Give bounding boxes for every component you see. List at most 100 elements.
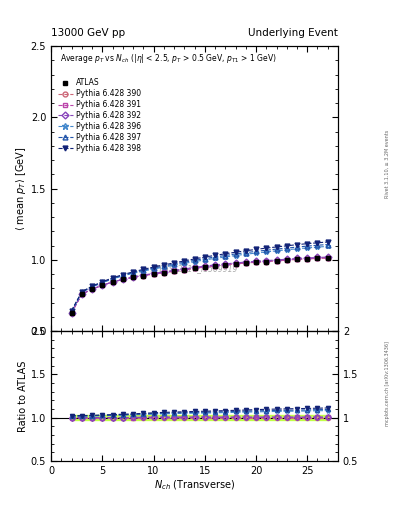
Line: Pythia 6.428 390: Pythia 6.428 390 xyxy=(69,255,330,315)
Pythia 6.428 397 xyxy=(69,308,74,314)
Pythia 6.428 392 xyxy=(295,255,299,262)
Pythia 6.428 390 xyxy=(151,271,156,278)
Pythia 6.428 392 xyxy=(131,274,136,280)
Pythia 6.428 396 xyxy=(285,247,289,253)
Line: Pythia 6.428 392: Pythia 6.428 392 xyxy=(69,254,330,315)
Pythia 6.428 398 xyxy=(141,266,146,272)
Line: Pythia 6.428 397: Pythia 6.428 397 xyxy=(69,242,330,313)
Pythia 6.428 390 xyxy=(202,264,207,270)
Pythia 6.428 397 xyxy=(264,247,269,253)
Pythia 6.428 392 xyxy=(182,266,187,272)
Pythia 6.428 392 xyxy=(151,270,156,276)
Pythia 6.428 391 xyxy=(202,264,207,270)
Pythia 6.428 392 xyxy=(264,258,269,264)
Pythia 6.428 397 xyxy=(213,254,217,260)
Y-axis label: $\langle$ mean $p_T\rangle$ [GeV]: $\langle$ mean $p_T\rangle$ [GeV] xyxy=(14,146,28,231)
Pythia 6.428 397 xyxy=(325,242,330,248)
Pythia 6.428 397 xyxy=(223,252,228,259)
Pythia 6.428 398 xyxy=(325,239,330,245)
Pythia 6.428 391 xyxy=(141,272,146,279)
Pythia 6.428 397 xyxy=(90,284,94,290)
Pythia 6.428 396 xyxy=(253,250,258,256)
Pythia 6.428 396 xyxy=(110,276,115,282)
Line: Pythia 6.428 396: Pythia 6.428 396 xyxy=(69,244,330,314)
Pythia 6.428 390 xyxy=(110,279,115,285)
Pythia 6.428 391 xyxy=(131,274,136,281)
Pythia 6.428 391 xyxy=(233,261,238,267)
Pythia 6.428 391 xyxy=(110,279,115,285)
Pythia 6.428 391 xyxy=(243,260,248,266)
Text: Average $p_T$ vs $N_{ch}$ ($|\eta|$ < 2.5, $p_T$ > 0.5 GeV, $p_{T1}$ > 1 GeV): Average $p_T$ vs $N_{ch}$ ($|\eta|$ < 2.… xyxy=(60,52,277,65)
Pythia 6.428 397 xyxy=(182,259,187,265)
Pythia 6.428 390 xyxy=(233,261,238,267)
Pythia 6.428 397 xyxy=(305,243,310,249)
Pythia 6.428 396 xyxy=(295,246,299,252)
Pythia 6.428 398 xyxy=(192,256,197,262)
Pythia 6.428 392 xyxy=(202,263,207,269)
Pythia 6.428 392 xyxy=(192,264,197,270)
Text: Underlying Event: Underlying Event xyxy=(248,28,338,38)
Pythia 6.428 392 xyxy=(253,258,258,264)
Pythia 6.428 390 xyxy=(325,255,330,261)
Pythia 6.428 391 xyxy=(192,265,197,271)
Pythia 6.428 398 xyxy=(162,262,166,268)
Pythia 6.428 391 xyxy=(274,258,279,264)
Pythia 6.428 390 xyxy=(90,286,94,292)
Pythia 6.428 398 xyxy=(253,246,258,252)
Pythia 6.428 396 xyxy=(233,252,238,259)
Pythia 6.428 397 xyxy=(253,248,258,254)
Pythia 6.428 390 xyxy=(295,257,299,263)
Pythia 6.428 390 xyxy=(162,270,166,276)
Pythia 6.428 396 xyxy=(243,251,248,258)
Pythia 6.428 391 xyxy=(305,255,310,262)
Pythia 6.428 392 xyxy=(213,262,217,268)
Pythia 6.428 398 xyxy=(213,252,217,259)
Line: Pythia 6.428 391: Pythia 6.428 391 xyxy=(69,255,330,315)
Pythia 6.428 391 xyxy=(325,254,330,261)
Pythia 6.428 396 xyxy=(162,264,166,270)
Pythia 6.428 396 xyxy=(69,308,74,314)
Pythia 6.428 390 xyxy=(253,259,258,265)
Pythia 6.428 397 xyxy=(202,255,207,262)
Pythia 6.428 392 xyxy=(110,279,115,285)
Pythia 6.428 392 xyxy=(90,286,94,292)
Pythia 6.428 391 xyxy=(90,286,94,292)
Pythia 6.428 396 xyxy=(131,270,136,276)
Pythia 6.428 397 xyxy=(172,261,176,267)
Pythia 6.428 397 xyxy=(192,257,197,263)
Pythia 6.428 397 xyxy=(233,251,238,257)
Pythia 6.428 391 xyxy=(285,257,289,263)
Pythia 6.428 396 xyxy=(223,254,228,260)
Pythia 6.428 396 xyxy=(315,244,320,250)
Pythia 6.428 391 xyxy=(79,291,84,297)
Pythia 6.428 396 xyxy=(141,268,146,274)
Pythia 6.428 398 xyxy=(100,279,105,285)
Pythia 6.428 390 xyxy=(274,258,279,264)
Pythia 6.428 392 xyxy=(285,256,289,262)
Pythia 6.428 396 xyxy=(79,289,84,295)
Pythia 6.428 391 xyxy=(213,263,217,269)
Pythia 6.428 391 xyxy=(100,282,105,288)
Pythia 6.428 398 xyxy=(305,241,310,247)
Pythia 6.428 391 xyxy=(120,276,125,283)
Pythia 6.428 390 xyxy=(141,272,146,279)
Pythia 6.428 397 xyxy=(285,245,289,251)
Pythia 6.428 390 xyxy=(120,276,125,283)
Pythia 6.428 390 xyxy=(305,256,310,262)
Pythia 6.428 390 xyxy=(264,259,269,265)
Pythia 6.428 398 xyxy=(295,242,299,248)
Text: ATLAS_2017_I1509919: ATLAS_2017_I1509919 xyxy=(151,264,238,273)
Pythia 6.428 398 xyxy=(79,289,84,295)
Pythia 6.428 392 xyxy=(79,291,84,297)
Pythia 6.428 397 xyxy=(162,263,166,269)
Pythia 6.428 390 xyxy=(182,267,187,273)
Pythia 6.428 390 xyxy=(172,268,176,274)
Pythia 6.428 396 xyxy=(213,255,217,262)
Pythia 6.428 390 xyxy=(285,257,289,263)
Pythia 6.428 390 xyxy=(315,255,320,262)
Pythia 6.428 392 xyxy=(274,257,279,263)
Line: Pythia 6.428 398: Pythia 6.428 398 xyxy=(69,240,330,313)
Pythia 6.428 391 xyxy=(172,268,176,274)
Pythia 6.428 397 xyxy=(243,249,248,255)
Pythia 6.428 392 xyxy=(315,254,320,261)
